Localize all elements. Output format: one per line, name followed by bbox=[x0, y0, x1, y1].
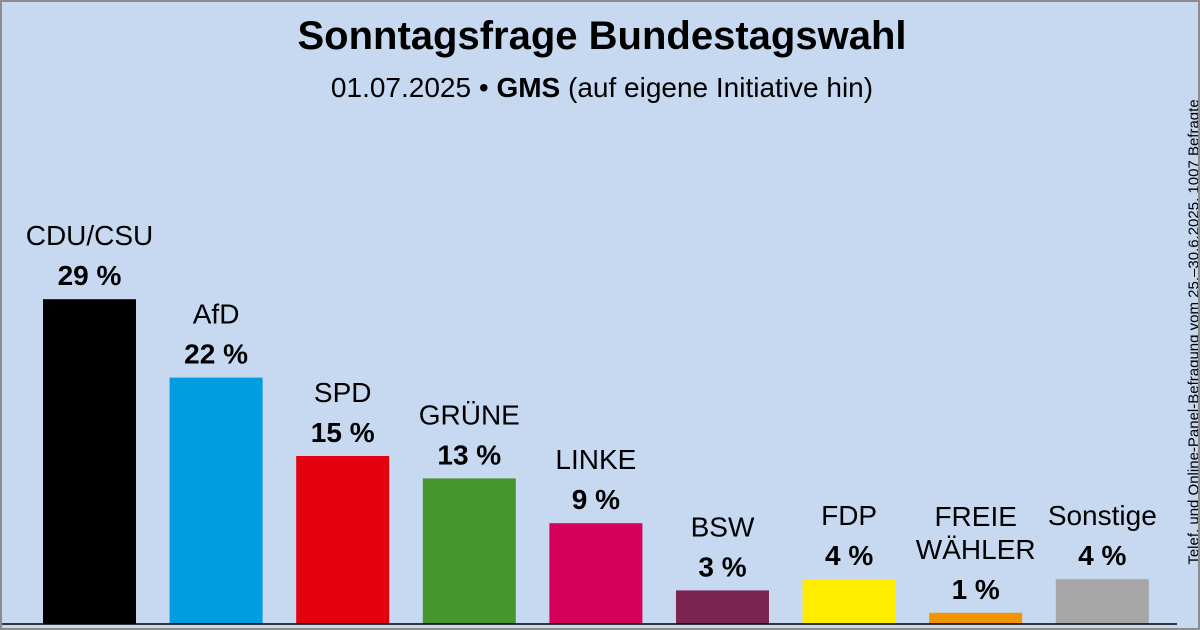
bar-grüne bbox=[422, 478, 516, 624]
category-label-sonstige: Sonstige bbox=[1048, 500, 1157, 531]
bar-spd bbox=[296, 456, 390, 624]
poll-date: 01.07.2025 bbox=[330, 72, 472, 103]
category-label-bsw: BSW bbox=[691, 511, 755, 542]
bar-freie-wähler bbox=[929, 612, 1023, 624]
value-label-freie-wähler: 1 % bbox=[952, 574, 1000, 605]
value-label-cdu-csu: 29 % bbox=[58, 260, 122, 291]
bar-bsw bbox=[676, 590, 769, 624]
value-label-spd: 15 % bbox=[311, 417, 375, 448]
chart-title: Sonntagsfrage Bundestagswahl bbox=[297, 14, 907, 58]
subtitle-separator: • bbox=[478, 72, 489, 103]
bar-afd bbox=[169, 377, 263, 624]
bar-sonstige bbox=[1055, 579, 1149, 624]
value-label-sonstige: 4 % bbox=[1078, 540, 1126, 571]
category-label-spd: SPD bbox=[314, 377, 372, 408]
bar-cdu-csu bbox=[43, 299, 136, 624]
category-label-afd: AfD bbox=[193, 299, 240, 330]
bar-fdp bbox=[802, 579, 896, 624]
value-label-afd: 22 % bbox=[184, 339, 248, 370]
bar-linke bbox=[549, 523, 643, 624]
chart-subtitle: 01.07.2025 • GMS (auf eigene Initiative … bbox=[2, 72, 1198, 104]
category-label-freie-wähler: WÄHLER bbox=[916, 534, 1036, 565]
value-label-linke: 9 % bbox=[572, 484, 620, 515]
subtitle-note: (auf eigene Initiative hin) bbox=[568, 72, 874, 103]
institute-name: GMS bbox=[496, 72, 561, 103]
category-label-fdp: FDP bbox=[821, 500, 877, 531]
category-label-cdu-csu: CDU/CSU bbox=[26, 220, 154, 251]
value-label-fdp: 4 % bbox=[825, 540, 873, 571]
category-label-grüne: GRÜNE bbox=[419, 399, 520, 430]
value-label-grüne: 13 % bbox=[437, 439, 501, 470]
category-label-freie-wähler: FREIE bbox=[934, 501, 1016, 532]
category-label-linke: LINKE bbox=[555, 444, 636, 475]
value-label-bsw: 3 % bbox=[698, 551, 746, 582]
